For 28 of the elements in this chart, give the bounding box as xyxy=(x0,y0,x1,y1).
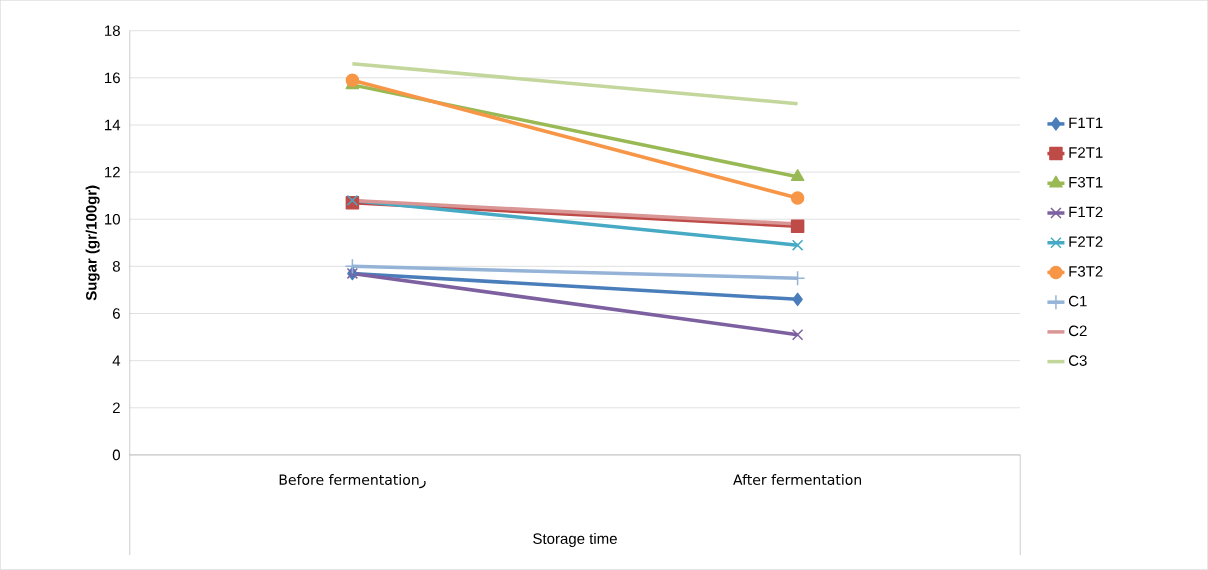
y-tick-label: 16 xyxy=(105,72,120,84)
y-tick-label: 4 xyxy=(112,355,121,366)
legend-label: F3T1 xyxy=(1069,177,1103,188)
x-axis-title: Storage time xyxy=(533,533,617,548)
point xyxy=(790,191,805,205)
y-tick-label: 14 xyxy=(105,119,121,131)
x-tick-label: Before fermentationر xyxy=(279,474,426,489)
y-tick-label: 2 xyxy=(112,402,120,414)
x-tick-label: After fermentation xyxy=(733,474,862,486)
y-tick-label: 10 xyxy=(105,214,120,225)
y-tick-label: 8 xyxy=(112,261,120,272)
legend-label: F1T2 xyxy=(1069,206,1103,218)
point xyxy=(791,239,804,252)
legend-label: F2T2 xyxy=(1069,236,1103,247)
legend-label: C1 xyxy=(1068,295,1087,307)
y-tick-label: 12 xyxy=(105,167,120,178)
y-tick-label: 0 xyxy=(112,449,120,461)
legend-label: C3 xyxy=(1068,355,1087,367)
point xyxy=(791,329,804,341)
point xyxy=(790,219,805,234)
legend-label: F2T1 xyxy=(1069,147,1103,158)
y-tick-label: 18 xyxy=(105,25,120,37)
point xyxy=(792,292,803,307)
legend-label: F1T1 xyxy=(1069,117,1103,129)
y-axis-title: Sugar (gr/100gr) xyxy=(85,185,100,301)
legend-label: F3T2 xyxy=(1069,266,1103,277)
y-tick-label: 6 xyxy=(112,308,120,319)
legend-label: C2 xyxy=(1068,325,1087,337)
